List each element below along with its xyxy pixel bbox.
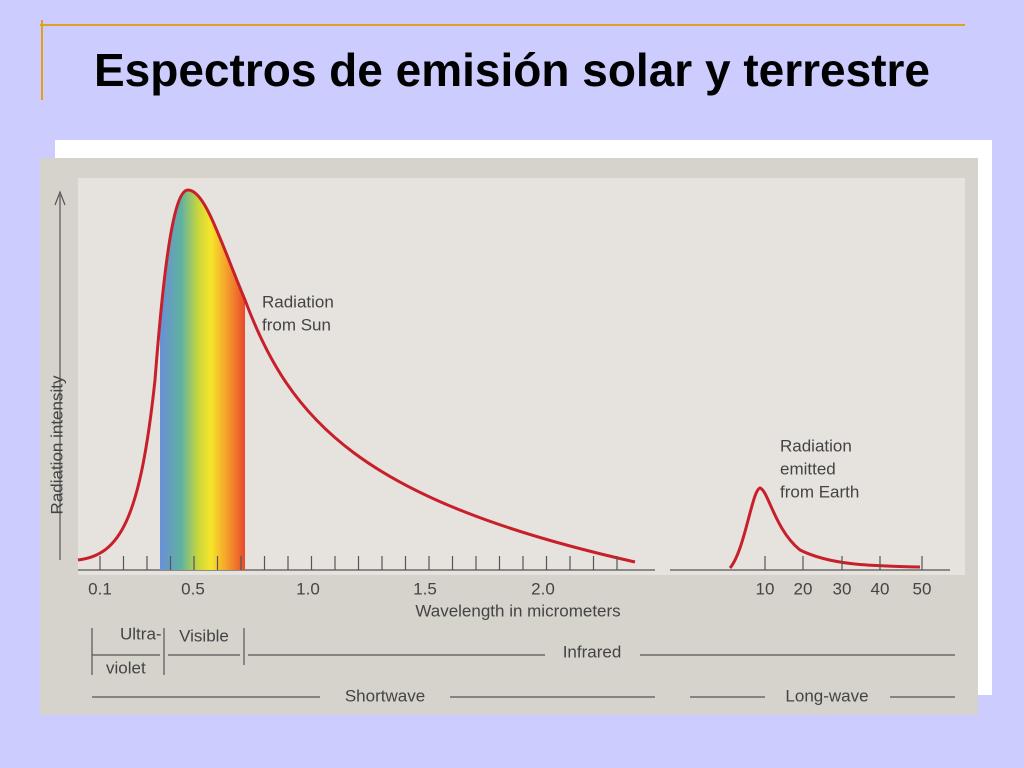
x-tick-label: 0.5 — [181, 579, 205, 598]
x-tick-label: 1.0 — [296, 579, 320, 598]
annotation: Radiation — [780, 436, 852, 455]
slide-title: Espectros de emisión solar y terrestre — [94, 44, 930, 96]
band-label: Ultra- — [120, 624, 162, 643]
arrowhead — [54, 190, 66, 206]
x-tick-label: 20 — [794, 579, 813, 598]
band-label: violet — [106, 658, 146, 677]
x-tick-label: 40 — [871, 579, 890, 598]
band-label: Long-wave — [785, 686, 868, 705]
x-tick-label: 10 — [756, 579, 775, 598]
x-tick-label: 30 — [833, 579, 852, 598]
annotation: from Sun — [262, 315, 331, 334]
earth-curve — [728, 486, 921, 569]
x-tick-label: 1.5 — [413, 579, 437, 598]
annotation: emitted — [780, 459, 836, 478]
x-tick-label: 50 — [913, 579, 932, 598]
band-label: Shortwave — [345, 686, 425, 705]
band-label: Visible — [179, 626, 229, 645]
y-axis-label: Radiation intensity — [47, 375, 66, 514]
annotation: Radiation — [262, 292, 334, 311]
band-label: Infrared — [563, 642, 622, 661]
x-axis-label: Wavelength in micrometers — [415, 601, 620, 620]
x-tick-label: 2.0 — [531, 579, 555, 598]
x-tick-label: 0.1 — [88, 579, 112, 598]
sun-curve — [77, 188, 636, 564]
annotation: from Earth — [780, 482, 859, 501]
